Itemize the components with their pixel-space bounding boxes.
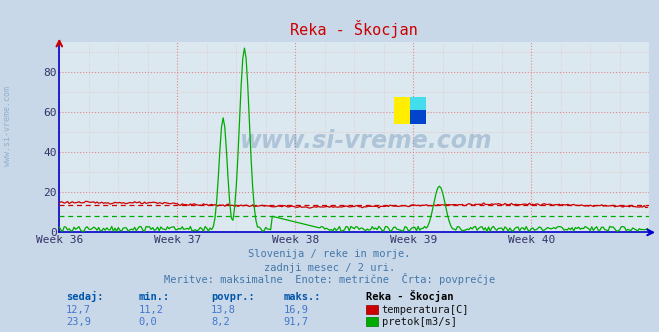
Bar — [410, 110, 426, 124]
Text: 8,2: 8,2 — [211, 317, 229, 327]
Bar — [393, 97, 410, 124]
Text: min.:: min.: — [138, 292, 169, 302]
Text: www.si-vreme.com: www.si-vreme.com — [240, 129, 492, 153]
Text: www.si-vreme.com: www.si-vreme.com — [3, 86, 13, 166]
Text: Slovenija / reke in morje.: Slovenija / reke in morje. — [248, 249, 411, 259]
Bar — [410, 97, 426, 110]
Title: Reka - Škocjan: Reka - Škocjan — [291, 20, 418, 38]
Text: 11,2: 11,2 — [138, 305, 163, 315]
Text: temperatura[C]: temperatura[C] — [382, 305, 469, 315]
Text: sedaj:: sedaj: — [66, 291, 103, 302]
Text: Reka - Škocjan: Reka - Škocjan — [366, 290, 453, 302]
Text: 12,7: 12,7 — [66, 305, 91, 315]
Text: povpr.:: povpr.: — [211, 292, 254, 302]
Text: 0,0: 0,0 — [138, 317, 157, 327]
Text: Meritve: maksimalne  Enote: metrične  Črta: povprečje: Meritve: maksimalne Enote: metrične Črta… — [164, 273, 495, 285]
Text: maks.:: maks.: — [283, 292, 321, 302]
Text: zadnji mesec / 2 uri.: zadnji mesec / 2 uri. — [264, 263, 395, 273]
Text: 16,9: 16,9 — [283, 305, 308, 315]
Text: 91,7: 91,7 — [283, 317, 308, 327]
Text: pretok[m3/s]: pretok[m3/s] — [382, 317, 457, 327]
Text: 23,9: 23,9 — [66, 317, 91, 327]
Text: 13,8: 13,8 — [211, 305, 236, 315]
